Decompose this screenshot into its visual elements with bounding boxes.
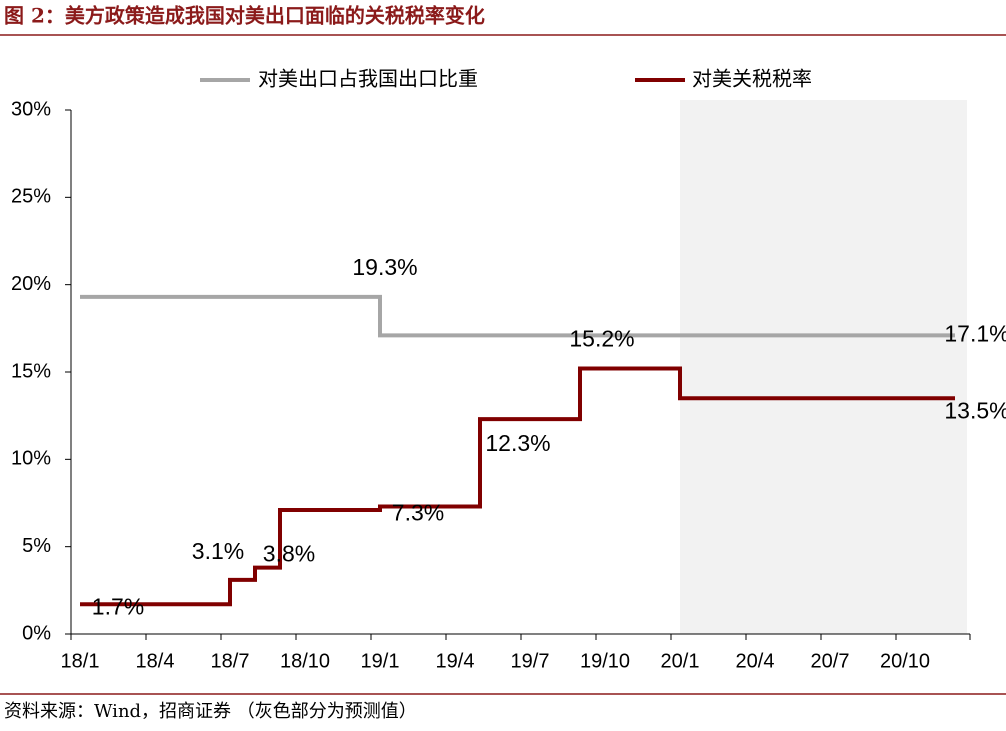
x-tick-label: 20/7 (811, 650, 850, 672)
data-label: 13.5% (944, 397, 1006, 423)
chart-title: 图 2：美方政策造成我国对美出口面临的关税税率变化 (4, 4, 485, 28)
y-tick-label: 5% (22, 535, 51, 557)
data-label: 7.3% (392, 500, 444, 526)
x-tick-label: 18/7 (211, 650, 250, 672)
y-tick-label: 10% (11, 448, 51, 470)
data-label: 15.2% (569, 326, 634, 352)
x-tick-label: 18/4 (136, 650, 175, 672)
source-note: 资料来源：Wind，招商证券 （灰色部分为预测值） (4, 701, 417, 722)
legend-label: 对美关税税率 (692, 67, 812, 90)
forecast-shade (680, 100, 967, 634)
plot: 0% 5% 10% 15% 20% 25% 30% 18/1 18/4 18/7 18/10 19/1… (11, 67, 1006, 672)
x-tick-label: 18/1 (61, 650, 100, 672)
y-tick-label: 15% (11, 360, 51, 382)
x-tick-label: 20/1 (661, 650, 700, 672)
x-tick-label: 19/7 (511, 650, 550, 672)
y-tick-label: 20% (11, 273, 51, 295)
y-tick-label: 30% (11, 98, 51, 120)
data-label: 17.1% (944, 320, 1006, 346)
data-label: 3.1% (192, 538, 244, 564)
x-tick-label: 19/10 (580, 650, 630, 672)
y-tick-label: 0% (22, 622, 51, 644)
data-label: 12.3% (485, 430, 550, 456)
x-tick-label: 20/4 (736, 650, 775, 672)
data-label: 1.7% (92, 593, 144, 619)
x-tick-label: 20/10 (880, 650, 930, 672)
x-tick-label: 19/1 (361, 650, 400, 672)
x-tick-label: 19/4 (436, 650, 475, 672)
data-label: 3.8% (263, 541, 315, 567)
series-line (80, 366, 955, 607)
x-tick-label: 18/10 (280, 650, 330, 672)
series-line (80, 294, 955, 338)
data-label: 19.3% (352, 254, 417, 280)
legend-label: 对美出口占我国出口比重 (258, 67, 478, 90)
y-tick-label: 25% (11, 186, 51, 208)
